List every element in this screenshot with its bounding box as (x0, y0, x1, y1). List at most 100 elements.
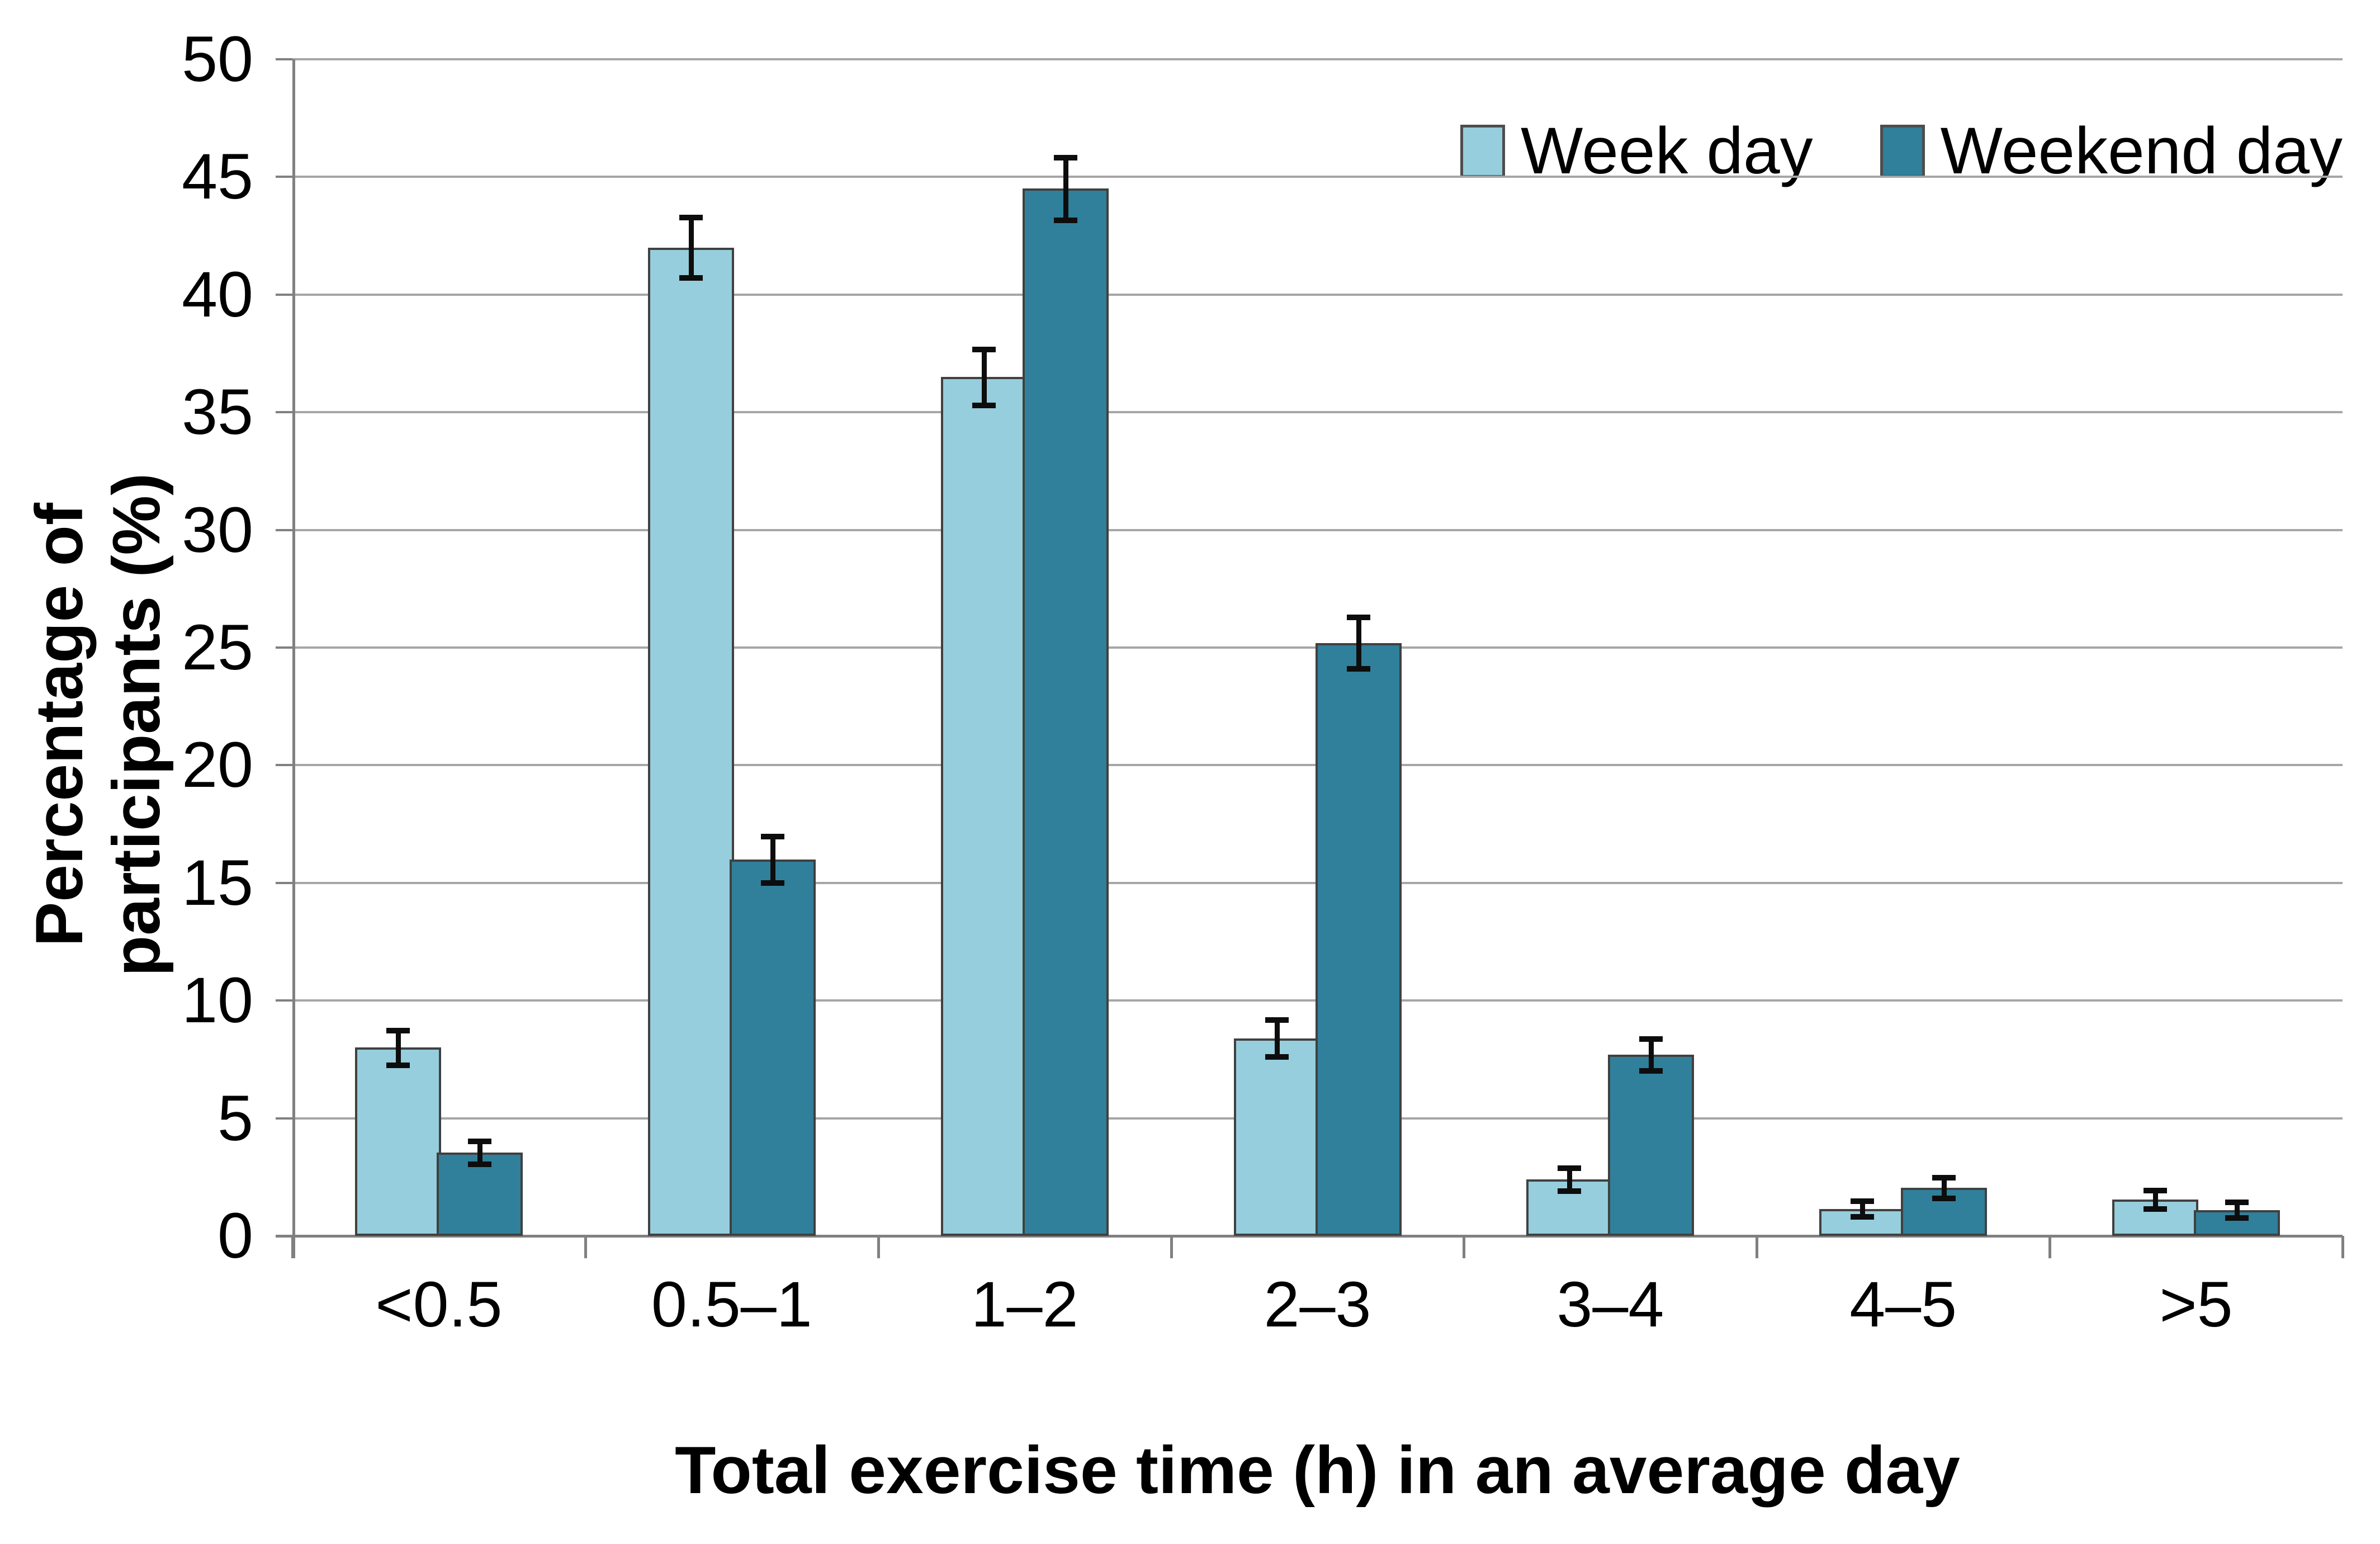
y-axis-tick (276, 58, 292, 60)
y-axis-tick (276, 1117, 292, 1120)
error-bar-cap-bottom (1346, 665, 1370, 672)
gridline (292, 411, 2343, 414)
error-bar-whisker (1942, 1177, 1947, 1198)
bar-weekday-3 (940, 377, 1027, 1236)
error-bar-whisker (1649, 1038, 1654, 1071)
bar-weekday-1 (354, 1047, 441, 1236)
bar-weekday-2 (647, 247, 734, 1236)
error-bar-cap-top (760, 833, 784, 839)
y-tick-label: 40 (182, 258, 253, 330)
x-category-label: <0.5 (375, 1269, 503, 1340)
error-bar-cap-bottom (679, 275, 703, 281)
gridline (292, 58, 2343, 60)
error-bar-cap-top (1639, 1036, 1663, 1042)
y-axis-line (292, 59, 295, 1258)
error-bar-cap-bottom (386, 1062, 410, 1068)
error-bar-whisker (770, 835, 775, 883)
y-axis-tick (276, 764, 292, 767)
error-bar-cap-top (1932, 1174, 1956, 1181)
gridline (292, 528, 2343, 531)
x-category-label: 0.5–1 (651, 1269, 812, 1340)
error-bar-cap-top (386, 1027, 410, 1033)
legend-entry-weekend: Weekend day (1880, 115, 2343, 187)
error-bar-cap-top (2225, 1199, 2249, 1205)
error-bar-cap-bottom (1932, 1195, 1956, 1201)
error-bar-cap-bottom (467, 1161, 491, 1167)
error-bar-cap-bottom (1851, 1214, 1875, 1220)
y-tick-label: 50 (182, 23, 253, 95)
error-bar-whisker (395, 1030, 401, 1065)
y-tick-label: 45 (182, 141, 253, 213)
x-axis-tick (1756, 1236, 1759, 1258)
legend-swatch-icon (1460, 124, 1506, 178)
x-axis-tick (877, 1236, 880, 1258)
legend: Week day Weekend day (1460, 115, 2343, 187)
bar-weekend-6 (1901, 1187, 1988, 1236)
bar-weekend-5 (1608, 1054, 1695, 1236)
legend-label: Weekend day (1940, 114, 2343, 188)
y-axis-tick (276, 646, 292, 649)
y-tick-label: 30 (182, 494, 253, 566)
y-axis-tick (276, 293, 292, 296)
y-axis-tick (276, 411, 292, 414)
x-category-label: 3–4 (1556, 1269, 1664, 1340)
error-bar-cap-top (679, 214, 703, 220)
x-axis-title: Total exercise time (h) in an average da… (675, 1433, 1960, 1508)
legend-swatch-icon (1880, 124, 1925, 178)
y-axis-tick (276, 881, 292, 884)
error-bar-cap-bottom (1265, 1054, 1289, 1060)
y-tick-label: 0 (217, 1200, 253, 1272)
error-bar-cap-top (1053, 154, 1077, 160)
error-bar-whisker (1567, 1167, 1573, 1192)
error-bar-cap-bottom (1558, 1188, 1582, 1194)
y-axis-tick (276, 999, 292, 1002)
error-bar-whisker (1274, 1019, 1280, 1057)
gridline (292, 293, 2343, 296)
x-axis-tick (2048, 1236, 2052, 1258)
error-bar-whisker (1356, 617, 1361, 669)
x-axis-tick (291, 1236, 294, 1258)
error-bar-cap-top (1346, 615, 1370, 621)
error-bar-cap-bottom (2225, 1215, 2249, 1221)
y-tick-label: 10 (182, 965, 253, 1037)
y-axis-tick (276, 528, 292, 531)
y-tick-label: 15 (182, 847, 253, 919)
legend-label: Week day (1521, 114, 1813, 188)
legend-entry-weekday: Week day (1460, 115, 1813, 187)
bar-weekend-3 (1022, 188, 1109, 1236)
x-axis-tick (1170, 1236, 1173, 1258)
y-tick-label: 25 (182, 612, 253, 683)
y-tick-label: 5 (217, 1082, 253, 1154)
error-bar-whisker (981, 348, 987, 405)
bar-weekend-2 (729, 859, 816, 1236)
bar-weekend-4 (1315, 643, 1402, 1236)
error-bar-cap-top (972, 346, 996, 352)
x-axis-line (276, 1235, 2343, 1238)
error-bar-cap-top (1265, 1017, 1289, 1023)
error-bar-cap-top (2144, 1187, 2168, 1193)
error-bar-whisker (1063, 157, 1068, 221)
y-axis-tick (276, 1235, 292, 1237)
x-axis-tick (2341, 1236, 2344, 1258)
error-bar-cap-top (1558, 1165, 1582, 1171)
error-bar-whisker (477, 1140, 482, 1164)
x-axis-tick (584, 1236, 587, 1258)
error-bar-cap-bottom (1053, 218, 1077, 224)
y-axis-tick (276, 176, 292, 178)
x-category-label: >5 (2159, 1269, 2233, 1340)
x-category-label: 4–5 (1849, 1269, 1957, 1340)
y-tick-label: 35 (182, 376, 253, 448)
error-bar-whisker (2153, 1189, 2159, 1209)
error-bar-cap-bottom (1639, 1068, 1663, 1074)
error-bar-cap-top (1851, 1198, 1875, 1204)
x-category-label: 2–3 (1264, 1269, 1371, 1340)
bar-weekday-4 (1233, 1038, 1320, 1236)
y-tick-label: 20 (182, 729, 253, 801)
error-bar-cap-bottom (760, 880, 784, 886)
gridline (292, 176, 2343, 178)
error-bar-whisker (2235, 1201, 2240, 1219)
x-axis-tick (1463, 1236, 1466, 1258)
x-category-label: 1–2 (971, 1269, 1078, 1340)
